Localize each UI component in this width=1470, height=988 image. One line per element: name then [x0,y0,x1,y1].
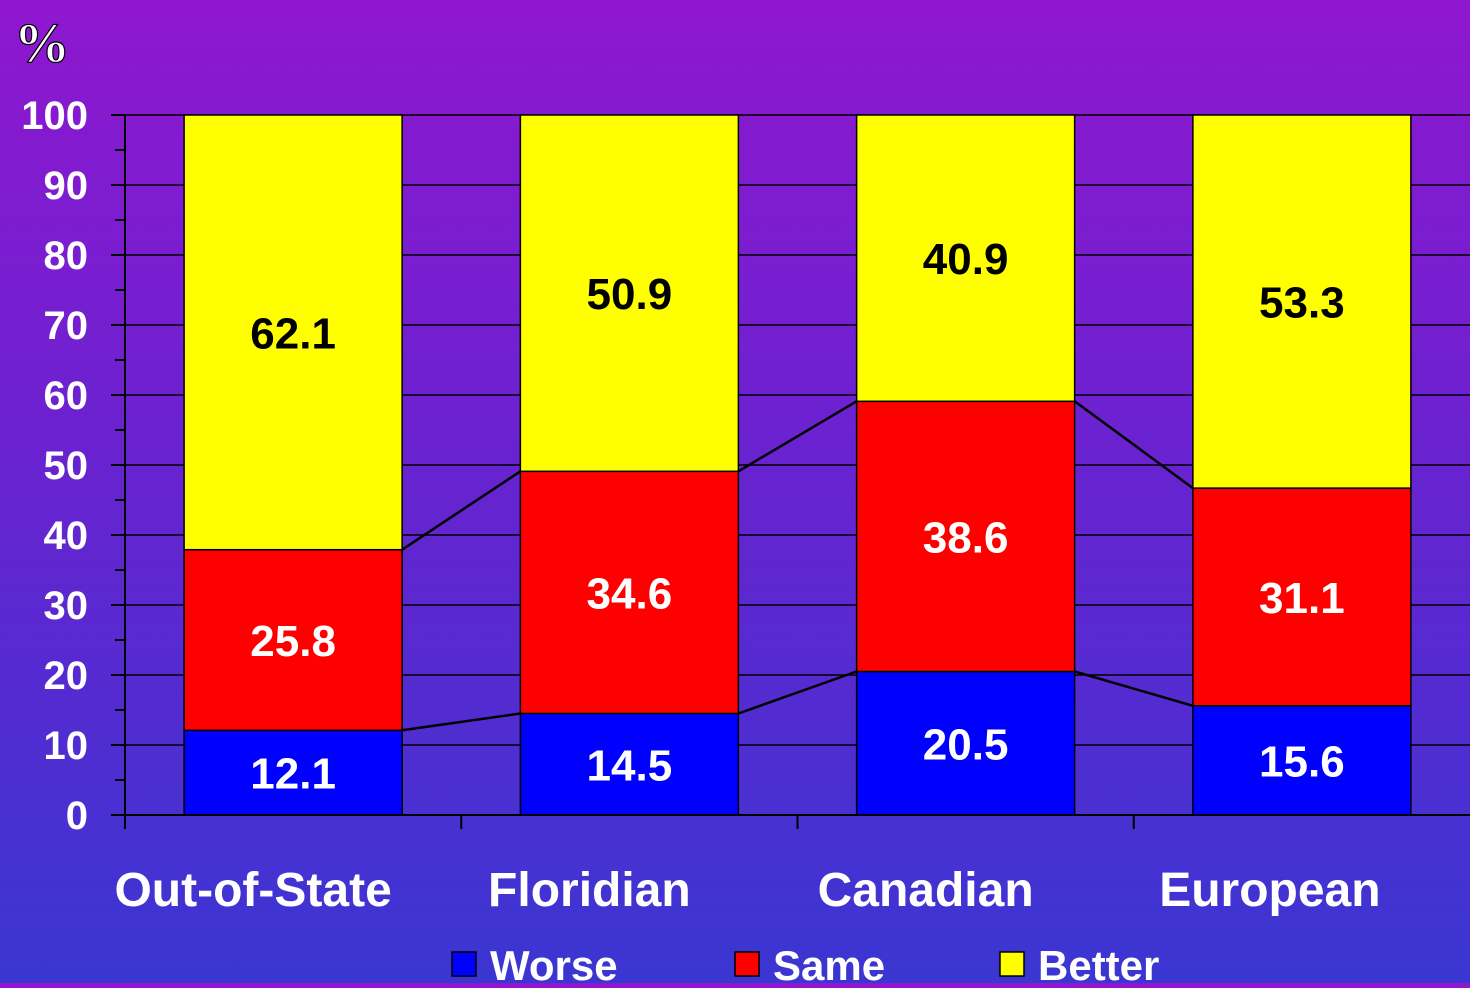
legend-label-better: Better [1038,942,1159,983]
legend-label-worse: Worse [490,942,618,983]
data-label: 14.5 [587,741,673,790]
data-label: 31.1 [1259,574,1345,623]
legend-swatch-same [734,951,760,977]
x-category-label: European [1159,864,1380,917]
x-category-label: Canadian [818,864,1034,917]
y-tick-label: 0 [66,794,88,838]
data-label: 62.1 [250,309,336,358]
y-tick-label: 40 [44,514,89,558]
y-tick-label: 30 [44,584,89,628]
series-line [737,400,858,473]
bar-segment-same [183,548,403,732]
bar-segment-same [855,400,1076,673]
series-line [737,670,858,715]
legend: Worse Same Better [451,942,1159,988]
data-label: 53.3 [1259,279,1345,328]
bars [183,114,1412,816]
y-tick-label: 70 [44,304,89,348]
series-line [1073,400,1194,490]
data-label: 40.9 [923,235,1009,284]
y-tick-label: 90 [44,164,89,208]
y-tick-label: 60 [44,374,89,418]
y-tick-label: 50 [44,444,89,488]
bar-segment-better [855,114,1076,403]
series-connector-lines [401,400,1194,732]
bar-segment-better [183,114,403,551]
data-labels: 12.1 25.8 62.1 14.5 34.6 50.9 20.5 38.6 40.9 15.6… [250,235,1344,799]
series-line [401,712,521,732]
y-axis-unit-label: % [14,13,70,75]
y-tick-label: 100 [21,94,88,138]
legend-label-same: Same [773,942,885,983]
data-label: 20.5 [923,720,1009,769]
y-tick-label: 80 [44,234,89,278]
x-category-label: Floridian [488,864,691,917]
data-label: 34.6 [587,569,673,618]
bar-segment-worse [519,712,740,816]
bar-segment-same [1192,487,1412,707]
bar-segment-better [519,114,740,473]
data-label: 50.9 [587,270,673,319]
bar-segment-same [519,470,740,715]
bar-segment-better [1192,114,1412,489]
series-line [1074,670,1194,708]
data-label: 25.8 [250,617,336,666]
series-line [401,470,522,551]
data-label: 15.6 [1259,737,1345,786]
data-label: 12.1 [250,750,336,799]
x-category-label: Out-of-State [114,864,391,917]
axes: 0 10 20 30 40 50 60 70 80 90 100 Out-of-State Florid… [21,94,1470,917]
y-tick-label: 10 [44,724,89,768]
bar-segment-worse [855,670,1076,816]
y-tick-label: 20 [44,654,89,698]
legend-swatch-worse [451,951,477,977]
data-label: 38.6 [923,513,1009,562]
bar-segment-worse [1192,705,1412,816]
legend-swatch-better [999,951,1025,977]
